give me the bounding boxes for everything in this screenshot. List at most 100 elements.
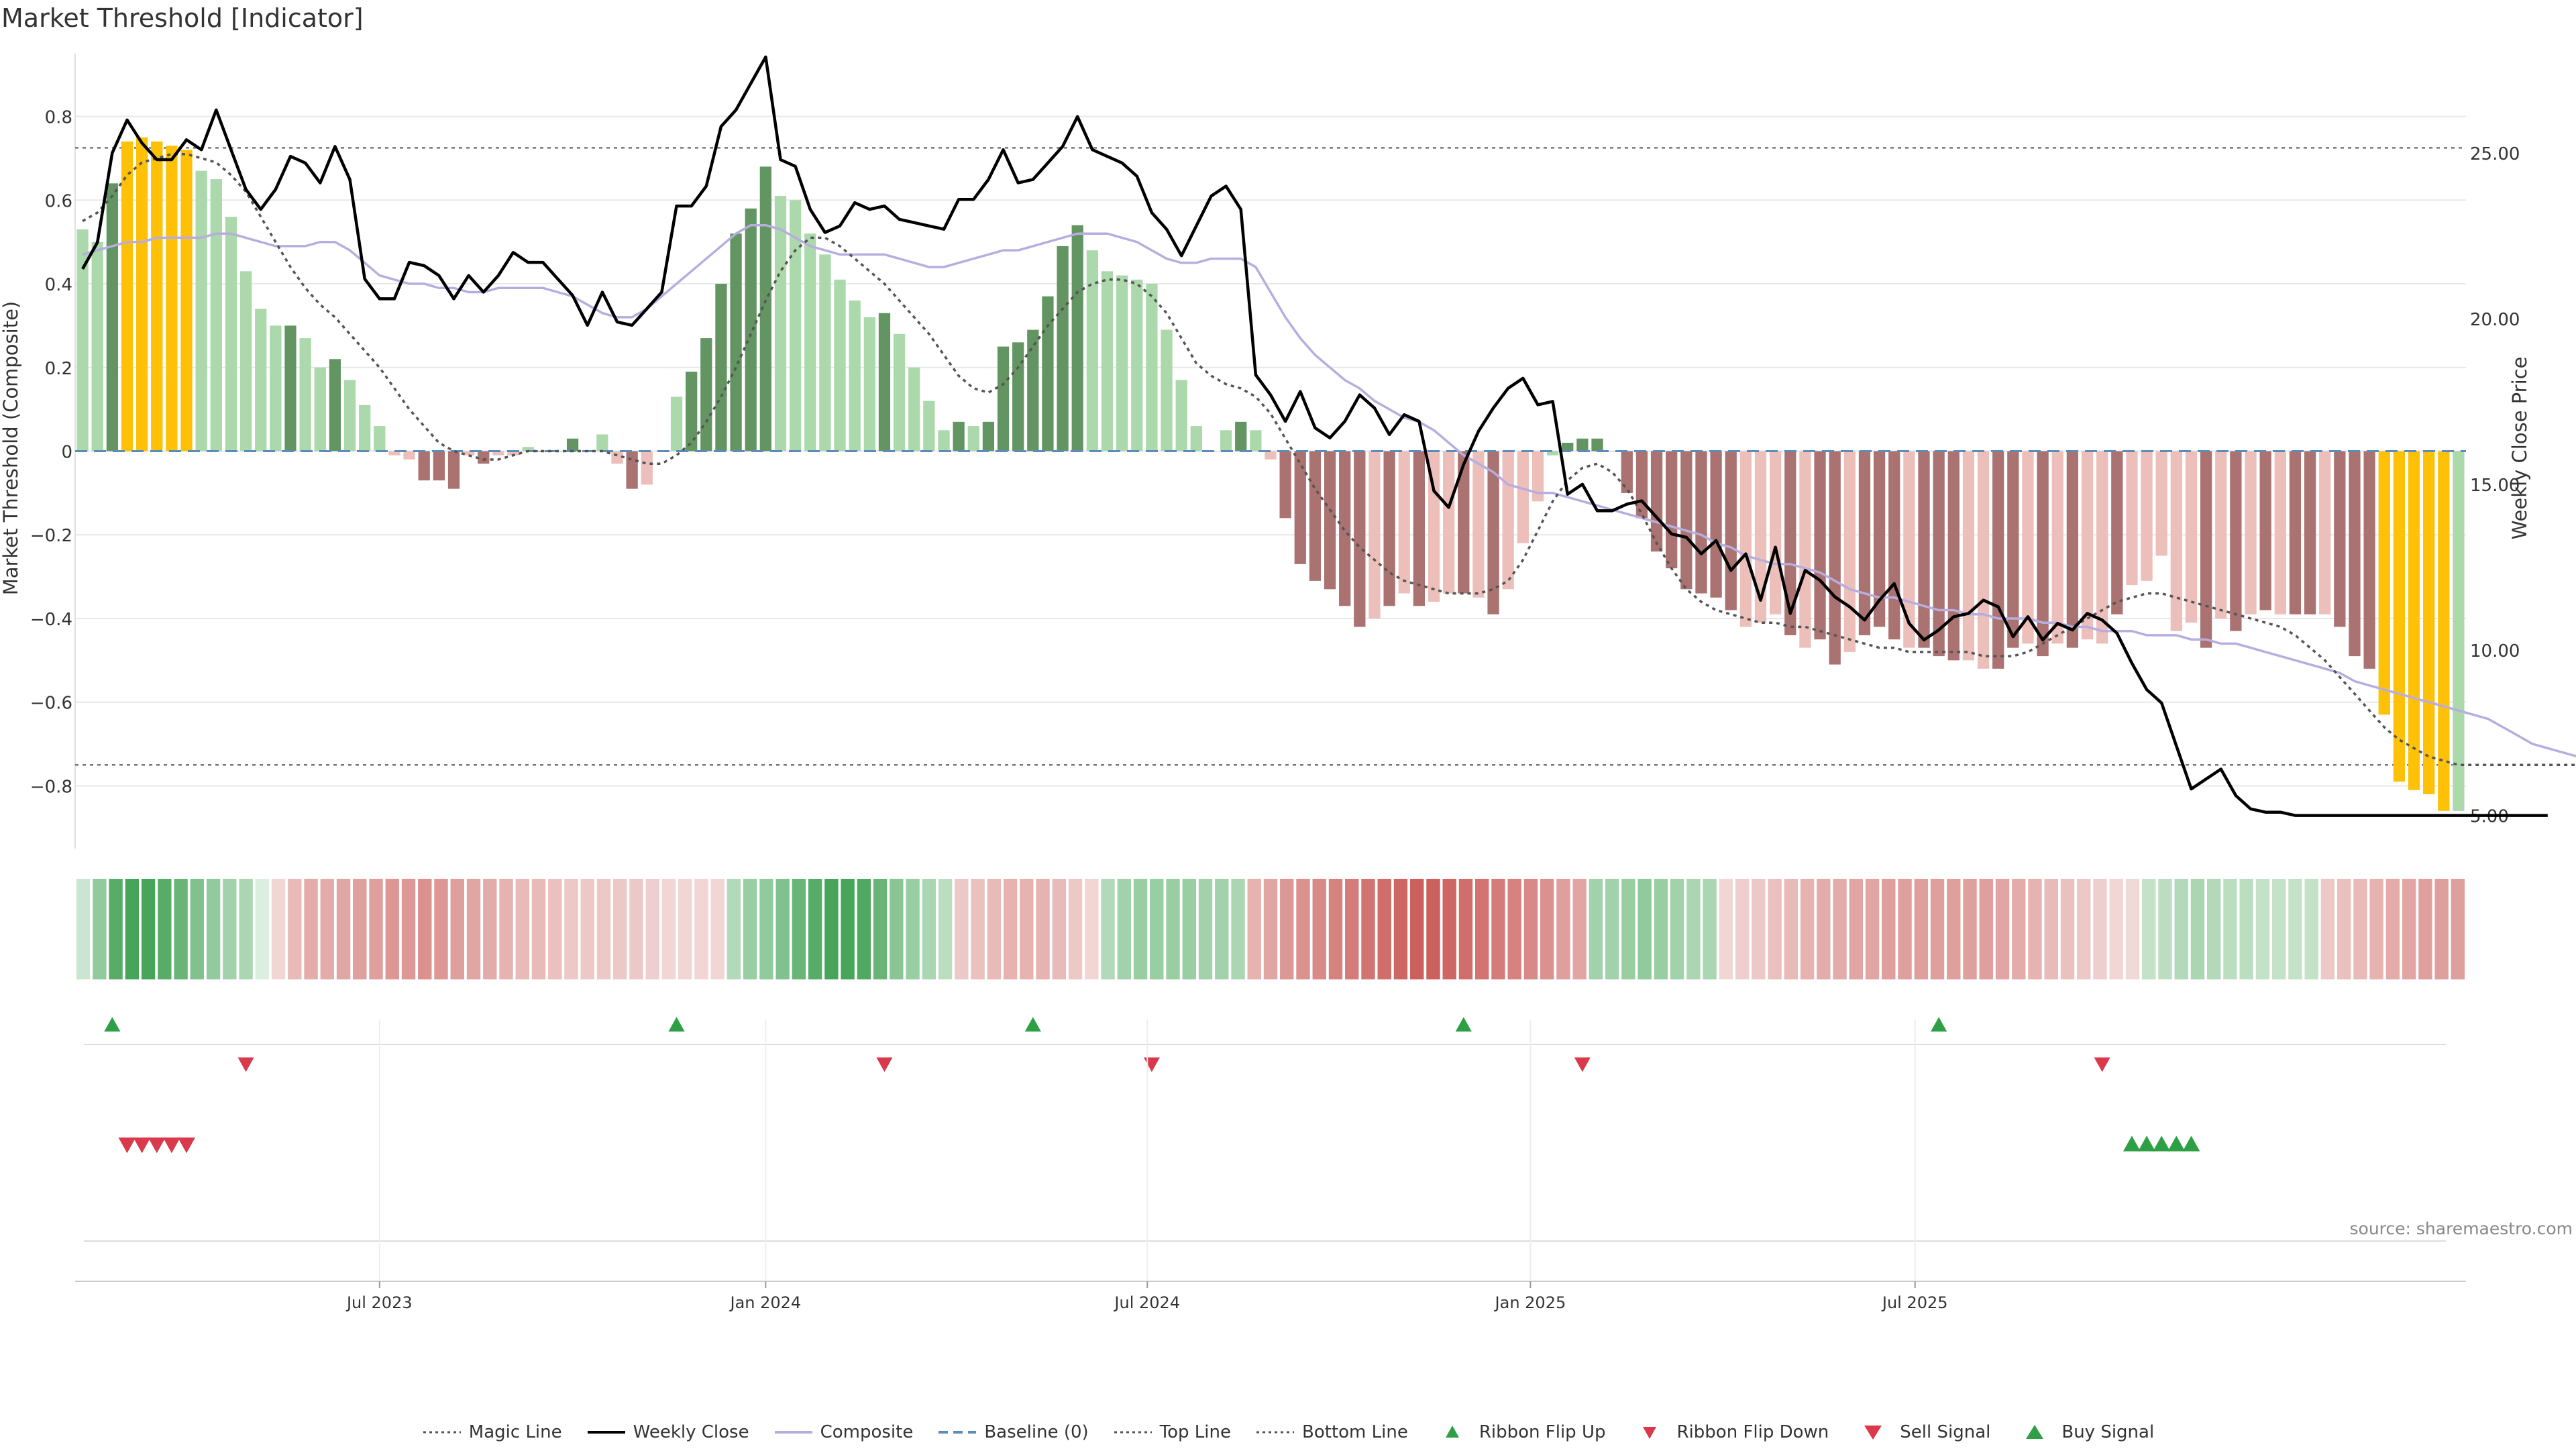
legend-triangle <box>1445 1426 1459 1438</box>
composite-bar <box>1458 451 1470 594</box>
composite-bar <box>1042 296 1054 451</box>
ribbon-cell <box>499 879 513 979</box>
ribbon-cell <box>1068 879 1083 979</box>
legend-label: Buy Signal <box>2061 1422 2155 1442</box>
ribbon-cell <box>1085 879 1099 979</box>
ribbon-cell <box>1638 879 1652 979</box>
composite-bar <box>670 396 683 451</box>
composite-bar <box>2319 451 2331 614</box>
ribbon-cell <box>1930 879 1945 979</box>
composite-bar <box>1666 451 1678 569</box>
y-tick-label: 0 <box>61 443 72 463</box>
composite-bar <box>1576 438 1589 451</box>
ribbon-cell <box>93 879 107 979</box>
legend-label: Ribbon Flip Down <box>1676 1422 1829 1442</box>
sell-triangle-icon <box>1864 1426 1882 1440</box>
ribbon-cell <box>1410 879 1424 979</box>
dashed-line-icon <box>938 1431 977 1434</box>
composite-bar <box>1057 246 1069 451</box>
ribbon-cell <box>857 879 871 979</box>
ribbon-cell <box>1052 879 1066 979</box>
signal-markers <box>84 1136 2446 1242</box>
ribbon-cell <box>808 879 822 979</box>
composite-bar <box>388 451 400 455</box>
ribbon-cell <box>1572 879 1587 979</box>
composite-bar <box>2304 451 2316 614</box>
composite-bar <box>166 146 178 451</box>
composite-bar <box>715 284 727 451</box>
composite-bar <box>2051 451 2063 644</box>
ribbon-cell <box>596 879 611 979</box>
ribbon-cell <box>694 879 708 979</box>
ribbon-cell <box>2369 879 2383 979</box>
composite-bar <box>1279 451 1291 519</box>
ribbon-cell <box>792 879 806 979</box>
legend-triangle <box>2026 1425 2044 1439</box>
ribbon-cell <box>401 879 416 979</box>
ribbon-cell <box>190 879 205 979</box>
ribbon-cell <box>1995 879 2010 979</box>
ribbon-cell <box>2402 879 2416 979</box>
composite-bar <box>121 141 133 451</box>
composite-bar <box>2245 451 2257 614</box>
composite-bar <box>418 451 430 481</box>
ribbon-cell <box>125 879 140 979</box>
composite-bar <box>923 400 935 451</box>
composite-bar <box>2185 451 2198 623</box>
ribbon-flip-up-marker <box>668 1017 685 1032</box>
composite-bar <box>2155 451 2167 556</box>
composite-bar <box>1220 430 1232 451</box>
composite-bar <box>2408 451 2420 790</box>
ribbon-cell <box>2207 879 2221 979</box>
composite-bar <box>1354 451 1366 627</box>
composite-bar <box>1784 451 1796 635</box>
composite-bar <box>2393 451 2406 782</box>
ribbon-cell <box>1003 879 1018 979</box>
ribbon-cell <box>239 879 253 979</box>
composite-bar <box>2126 451 2138 586</box>
composite-bar <box>284 325 297 451</box>
ribbon-cell <box>1865 879 1880 979</box>
ribbon-cell <box>288 879 302 979</box>
ribbon-cell <box>515 879 529 979</box>
composite-bar <box>492 451 504 455</box>
composite-bar <box>1309 451 1322 581</box>
ribbon-flip-down-marker <box>1143 1057 1160 1072</box>
composite-bar <box>478 451 490 464</box>
ribbon-cell <box>450 879 464 979</box>
ribbon-cell <box>353 879 367 979</box>
composite-bar <box>343 380 356 451</box>
ribbon-cell <box>759 879 773 979</box>
ribbon-cell <box>1426 879 1440 979</box>
composite-bar <box>1725 451 1737 610</box>
composite-bar <box>1799 451 1811 648</box>
ribbon-cell <box>1442 879 1456 979</box>
ribbon-cell <box>1020 879 1034 979</box>
composite-bar <box>1101 271 1114 451</box>
composite-bar <box>2022 451 2034 644</box>
ribbon-cell <box>2142 879 2156 979</box>
composite-bar <box>1413 451 1425 606</box>
ribbon-cell <box>2174 879 2188 979</box>
ribbon-cell <box>2418 879 2432 979</box>
composite-bars <box>76 137 2465 811</box>
ribbon-cell <box>580 879 594 979</box>
ribbon-cell <box>2223 879 2237 979</box>
ribbon-cell <box>1215 879 1229 979</box>
ribbon-cell <box>1605 879 1619 979</box>
buy-signal-marker <box>2182 1136 2200 1152</box>
ribbon-cell <box>2239 879 2253 979</box>
composite-bar <box>2096 451 2108 644</box>
ribbon-cell <box>1882 879 1896 979</box>
composite-bar <box>2111 451 2123 614</box>
x-tick-label: Jan 2024 <box>729 1293 802 1312</box>
legend-label: Ribbon Flip Up <box>1479 1422 1606 1442</box>
ribbon-cell <box>613 879 627 979</box>
sell-signal-marker <box>118 1137 136 1153</box>
ribbon-cell <box>141 879 156 979</box>
composite-bar <box>195 170 207 451</box>
ribbon-flip-down-marker <box>2094 1057 2110 1072</box>
composite-bar <box>1517 451 1529 543</box>
legend-item: Ribbon Flip Down <box>1629 1422 1829 1442</box>
y2-tick-label: 20.00 <box>2470 310 2520 330</box>
